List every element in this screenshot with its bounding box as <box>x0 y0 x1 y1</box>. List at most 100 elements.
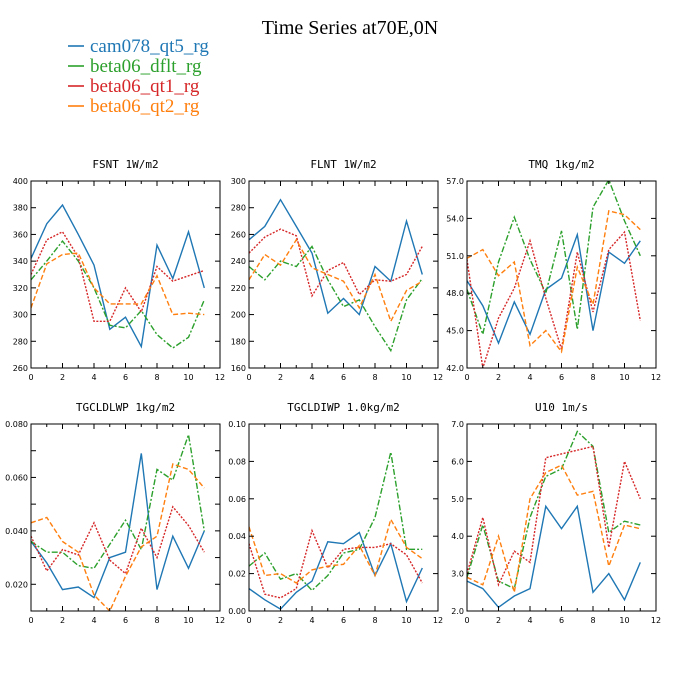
panel-tgcldlwp: TGCLDLWP 1kg/m2 0 2 4 6 8 10 12 0.020 0.040 0.060 0… <box>5 401 225 625</box>
x-tick-label: 4 <box>309 373 314 382</box>
series-line-beta06-qt2-rg <box>31 252 205 316</box>
panel-fsnt: FSNT 1W/m2 0 2 4 6 8 10 12 260 280 300 320 340 360 380… <box>13 158 225 382</box>
legend-entry-beta06-qt2-rg: beta06_qt2_rg <box>90 96 200 117</box>
y-tick-label: 4.0 <box>451 532 464 541</box>
series-line-beta06-qt1-rg <box>467 230 641 368</box>
series-line-beta06-dflt-rg <box>249 245 423 353</box>
series-line-beta06-dflt-rg <box>467 181 641 337</box>
legend-entry-beta06-dflt-rg: beta06_dflt_rg <box>90 56 202 77</box>
y-tick-label: 280 <box>231 204 246 213</box>
y-tick-label: 3.0 <box>451 570 464 579</box>
x-tick-label: 10 <box>619 616 629 625</box>
y-tick-label: 0.02 <box>228 570 246 579</box>
series-line-cam078-qt5-rg <box>467 231 641 345</box>
x-tick-label: 12 <box>433 616 443 625</box>
series-line-beta06-qt1-rg <box>31 230 205 322</box>
x-tick-label: 6 <box>123 616 128 625</box>
x-tick-label: 10 <box>183 616 193 625</box>
x-tick-label: 2 <box>278 373 283 382</box>
x-tick-label: 2 <box>60 616 65 625</box>
legend: cam078_qt5_rgbeta06_dflt_rgbeta06_qt1_rg… <box>68 36 209 117</box>
legend-entry-cam078-qt5-rg: cam078_qt5_rg <box>90 36 209 57</box>
x-tick-label: 4 <box>309 616 314 625</box>
x-tick-label: 0 <box>246 616 251 625</box>
y-tick-label: 42.0 <box>446 364 464 373</box>
x-tick-label: 4 <box>527 616 532 625</box>
y-tick-label: 260 <box>231 230 246 239</box>
x-tick-label: 10 <box>401 373 411 382</box>
panel-flnt: FLNT 1W/m2 0 2 4 6 8 10 12 160 180 200 220 240 260 280… <box>231 158 443 382</box>
y-tick-label: 2.0 <box>451 607 464 616</box>
plot-frame <box>248 180 439 369</box>
x-tick-label: 4 <box>91 373 96 382</box>
y-tick-label: 400 <box>13 177 28 186</box>
y-tick-label: 57.0 <box>446 177 464 186</box>
y-tick-label: 160 <box>231 364 246 373</box>
y-tick-label: 0.080 <box>5 420 28 429</box>
x-tick-label: 0 <box>28 373 33 382</box>
x-tick-label: 0 <box>464 373 469 382</box>
y-tick-label: 360 <box>13 230 28 239</box>
series-line-beta06-dflt-rg <box>467 430 641 590</box>
x-tick-label: 12 <box>215 616 225 625</box>
series-line-beta06-qt1-rg <box>249 228 423 298</box>
series-line-beta06-qt2-rg <box>31 463 205 611</box>
series-line-cam078-qt5-rg <box>31 203 205 349</box>
series-line-cam078-qt5-rg <box>249 531 423 610</box>
panel-tgcldiwp: TGCLDIWP 1.0kg/m2 0 2 4 6 8 10 12 0.00 0.02 0.04 0.… <box>228 401 443 625</box>
y-tick-label: 54.0 <box>446 214 464 223</box>
legend-entry-beta06-qt1-rg: beta06_qt1_rg <box>90 76 200 97</box>
panel-title-tgcldlwp: TGCLDLWP 1kg/m2 <box>76 401 175 414</box>
series-line-beta06-qt2-rg <box>467 464 641 593</box>
series-line-cam078-qt5-rg <box>249 198 423 316</box>
y-tick-label: 0.08 <box>228 457 246 466</box>
x-tick-label: 12 <box>651 373 661 382</box>
x-tick-label: 0 <box>464 616 469 625</box>
x-tick-label: 2 <box>278 616 283 625</box>
plot-frame <box>248 423 439 612</box>
x-tick-label: 10 <box>619 373 629 382</box>
series-line-beta06-dflt-rg <box>31 239 205 349</box>
x-tick-label: 10 <box>183 373 193 382</box>
y-tick-label: 45.0 <box>446 327 464 336</box>
x-tick-label: 12 <box>651 616 661 625</box>
panel-title-fsnt: FSNT 1W/m2 <box>92 158 158 171</box>
y-tick-label: 340 <box>13 257 28 266</box>
x-tick-label: 6 <box>341 373 346 382</box>
series-line-cam078-qt5-rg <box>31 453 205 599</box>
plot-frame <box>466 423 657 612</box>
y-tick-label: 220 <box>231 284 246 293</box>
panel-title-u10: U10 1m/s <box>535 401 588 414</box>
x-tick-label: 2 <box>496 373 501 382</box>
series-line-beta06-qt2-rg <box>467 210 641 354</box>
x-tick-label: 12 <box>215 373 225 382</box>
y-tick-label: 260 <box>13 364 28 373</box>
series-line-beta06-dflt-rg <box>249 451 423 592</box>
y-tick-label: 48.0 <box>446 289 464 298</box>
x-tick-label: 4 <box>527 373 532 382</box>
y-tick-label: 380 <box>13 204 28 213</box>
y-tick-label: 7.0 <box>451 420 464 429</box>
series-line-beta06-qt1-rg <box>467 445 641 587</box>
panel-title-tgcldiwp: TGCLDIWP 1.0kg/m2 <box>287 401 400 414</box>
y-tick-label: 5.0 <box>451 495 464 504</box>
y-tick-label: 300 <box>231 177 246 186</box>
series-line-beta06-qt1-rg <box>249 528 423 599</box>
y-tick-label: 0.06 <box>228 495 246 504</box>
x-tick-label: 10 <box>401 616 411 625</box>
x-tick-label: 0 <box>246 373 251 382</box>
y-tick-label: 0.020 <box>5 580 28 589</box>
panels: FSNT 1W/m20 2 4 6 8 10 12260280300320340360380… <box>5 158 661 625</box>
x-tick-label: 12 <box>433 373 443 382</box>
y-tick-label: 0.00 <box>228 607 246 616</box>
x-tick-label: 2 <box>60 373 65 382</box>
panel-title-flnt: FLNT 1W/m2 <box>310 158 376 171</box>
series-line-beta06-qt2-rg <box>249 517 423 584</box>
panel-tmq: TMQ 1kg/m2 0 2 4 6 8 10 12 42.0 45.0 48.0 51.0 54.0 5… <box>446 158 661 382</box>
x-tick-label: 8 <box>154 616 159 625</box>
x-tick-label: 0 <box>28 616 33 625</box>
panel-u10: U10 1m/s 0 2 4 6 8 10 12 2.0 3.0 4.0 5.0 6.0 7.0 <box>451 401 661 625</box>
y-tick-label: 240 <box>231 257 246 266</box>
y-tick-label: 320 <box>13 284 28 293</box>
